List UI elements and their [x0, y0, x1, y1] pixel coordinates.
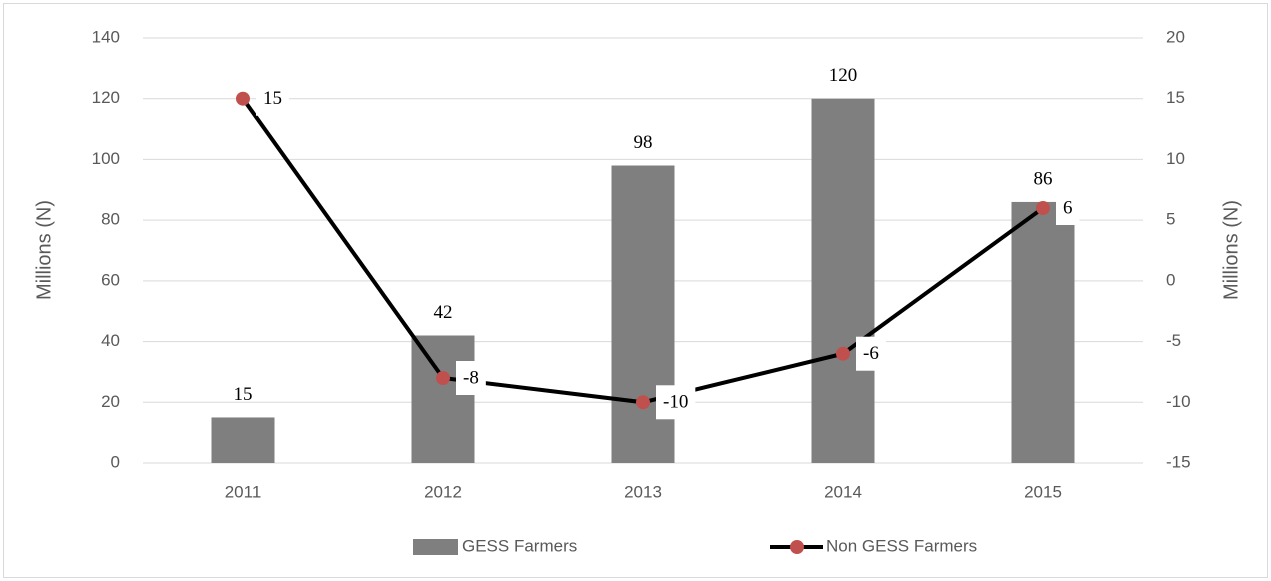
data-label: -10 — [663, 392, 688, 413]
y-tick-label: 20 — [101, 392, 120, 411]
y2-tick-label: 20 — [1166, 27, 1185, 46]
y-tick-label: 100 — [92, 149, 120, 168]
marker — [1036, 201, 1050, 215]
y-tick-label: 40 — [101, 331, 120, 350]
marker — [636, 395, 650, 410]
bar — [211, 417, 275, 463]
data-label-bg — [256, 81, 289, 116]
y2-tick-label: -15 — [1166, 452, 1191, 471]
data-label-bg — [456, 361, 486, 395]
marker — [236, 91, 250, 106]
data-label: 86 — [1034, 168, 1053, 189]
data-label: 98 — [634, 132, 653, 153]
data-label: 15 — [234, 384, 253, 405]
data-label: 6 — [1063, 197, 1073, 218]
y2-tick-label: -10 — [1166, 392, 1191, 411]
data-label: 42 — [434, 302, 453, 323]
y2-tick-label: 15 — [1166, 88, 1185, 107]
data-label-bg — [856, 336, 886, 371]
x-tick-label: 2013 — [624, 482, 662, 501]
bar — [811, 98, 875, 463]
data-label-bg — [1056, 191, 1080, 225]
y-tick-label: 140 — [92, 27, 120, 46]
legend-swatch — [413, 539, 458, 555]
data-label-bg — [656, 385, 696, 420]
legend-label: GESS Farmers — [462, 536, 577, 555]
y-tick-label: 60 — [101, 270, 120, 289]
y2-tick-label: 5 — [1166, 210, 1175, 229]
data-label: 120 — [829, 65, 858, 86]
bar — [1011, 201, 1075, 463]
x-tick-label: 2015 — [1024, 482, 1062, 501]
marker — [436, 371, 450, 385]
data-label: 15 — [263, 88, 282, 109]
y2-axis-label: Millions (N) — [1220, 200, 1242, 300]
y-axis-label: Millions (N) — [33, 200, 55, 300]
y2-tick-label: 0 — [1166, 270, 1175, 289]
y2-tick-label: -5 — [1166, 331, 1181, 350]
y2-tick-label: 10 — [1166, 149, 1185, 168]
bar — [411, 335, 475, 463]
marker — [836, 346, 850, 361]
legend-label: Non GESS Farmers — [826, 536, 977, 555]
y-tick-label: 80 — [101, 210, 120, 229]
data-label: -6 — [863, 343, 879, 364]
y-tick-label: 120 — [92, 88, 120, 107]
data-label: -8 — [463, 367, 479, 388]
legend-swatch — [790, 540, 804, 554]
x-tick-label: 2012 — [424, 482, 462, 501]
x-tick-label: 2011 — [225, 482, 262, 501]
y-tick-label: 0 — [111, 452, 120, 471]
x-tick-label: 2014 — [824, 482, 862, 501]
